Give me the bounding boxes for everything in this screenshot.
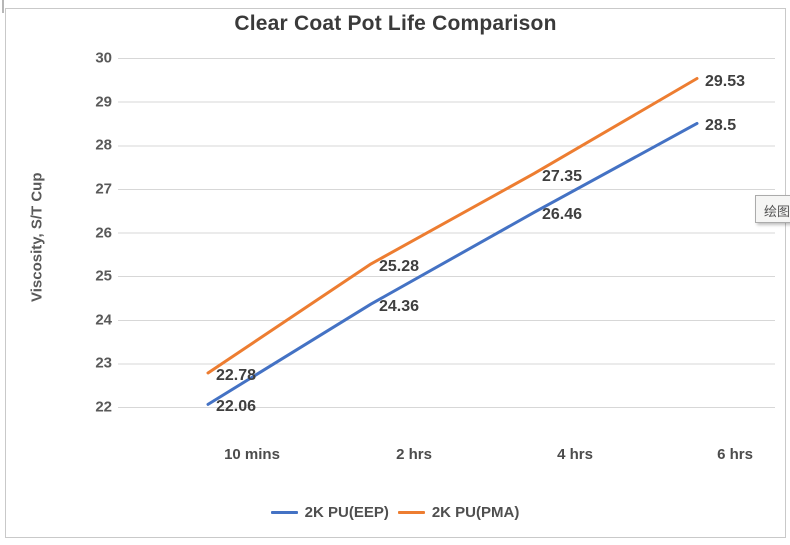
- y-tick-label: 23: [95, 354, 112, 372]
- data-label: 25.28: [379, 257, 420, 275]
- series-line-1[interactable]: [206, 77, 699, 375]
- data-label: 24.36: [379, 298, 420, 316]
- y-tick-label: 30: [95, 49, 112, 67]
- y-tick-label: 26: [95, 224, 112, 241]
- plot-area-tooltip: 绘图: [755, 195, 790, 223]
- data-label: 22.78: [216, 366, 257, 384]
- y-tick-label: 29: [95, 93, 112, 111]
- x-category-label: 2 hrs: [396, 446, 432, 463]
- y-tick-label: 27: [95, 180, 112, 198]
- data-label: 27.35: [542, 167, 583, 185]
- legend-item-1[interactable]: 2K PU(PMA): [397, 503, 520, 521]
- y-tick-label: 24: [95, 311, 112, 329]
- chart-frame[interactable]: Clear Coat Pot Life Comparison: [5, 8, 786, 538]
- chart-title[interactable]: Clear Coat Pot Life Comparison: [234, 12, 557, 35]
- data-label: 22.06: [216, 398, 257, 416]
- chart-legend[interactable]: 2K PU(EEP) 2K PU(PMA): [0, 499, 790, 525]
- x-category-label: 10 mins: [224, 446, 280, 463]
- data-label: 29.53: [705, 72, 746, 90]
- y-tick-label: 22: [95, 398, 112, 416]
- y-tick-label: 28: [95, 136, 112, 154]
- legend-label: 2K PU(EEP): [304, 503, 389, 521]
- data-label: 28.5: [705, 117, 737, 135]
- legend-line-marker: [397, 510, 425, 514]
- x-category-label: 4 hrs: [557, 446, 593, 463]
- legend-label: 2K PU(PMA): [431, 503, 520, 521]
- data-label: 26.46: [542, 206, 583, 224]
- y-tick-label: 25: [95, 267, 112, 285]
- cell-edge-artifact: [2, 0, 4, 13]
- legend-line-marker: [270, 510, 298, 514]
- legend-item-0[interactable]: 2K PU(EEP): [270, 503, 389, 521]
- series-line-0[interactable]: [206, 121, 699, 406]
- x-category-label: 6 hrs: [717, 446, 753, 463]
